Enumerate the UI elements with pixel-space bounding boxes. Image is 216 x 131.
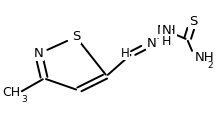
Text: N: N: [147, 37, 157, 50]
Text: N: N: [161, 24, 171, 37]
Text: 3: 3: [21, 95, 27, 104]
Text: H: H: [121, 47, 130, 60]
Text: NH: NH: [156, 24, 176, 37]
Text: S: S: [189, 15, 197, 28]
Text: CH: CH: [2, 86, 20, 99]
Text: 2: 2: [207, 61, 213, 70]
Text: NH: NH: [195, 51, 214, 64]
Text: N: N: [34, 47, 43, 60]
Text: H: H: [162, 35, 171, 48]
Text: S: S: [72, 31, 80, 43]
